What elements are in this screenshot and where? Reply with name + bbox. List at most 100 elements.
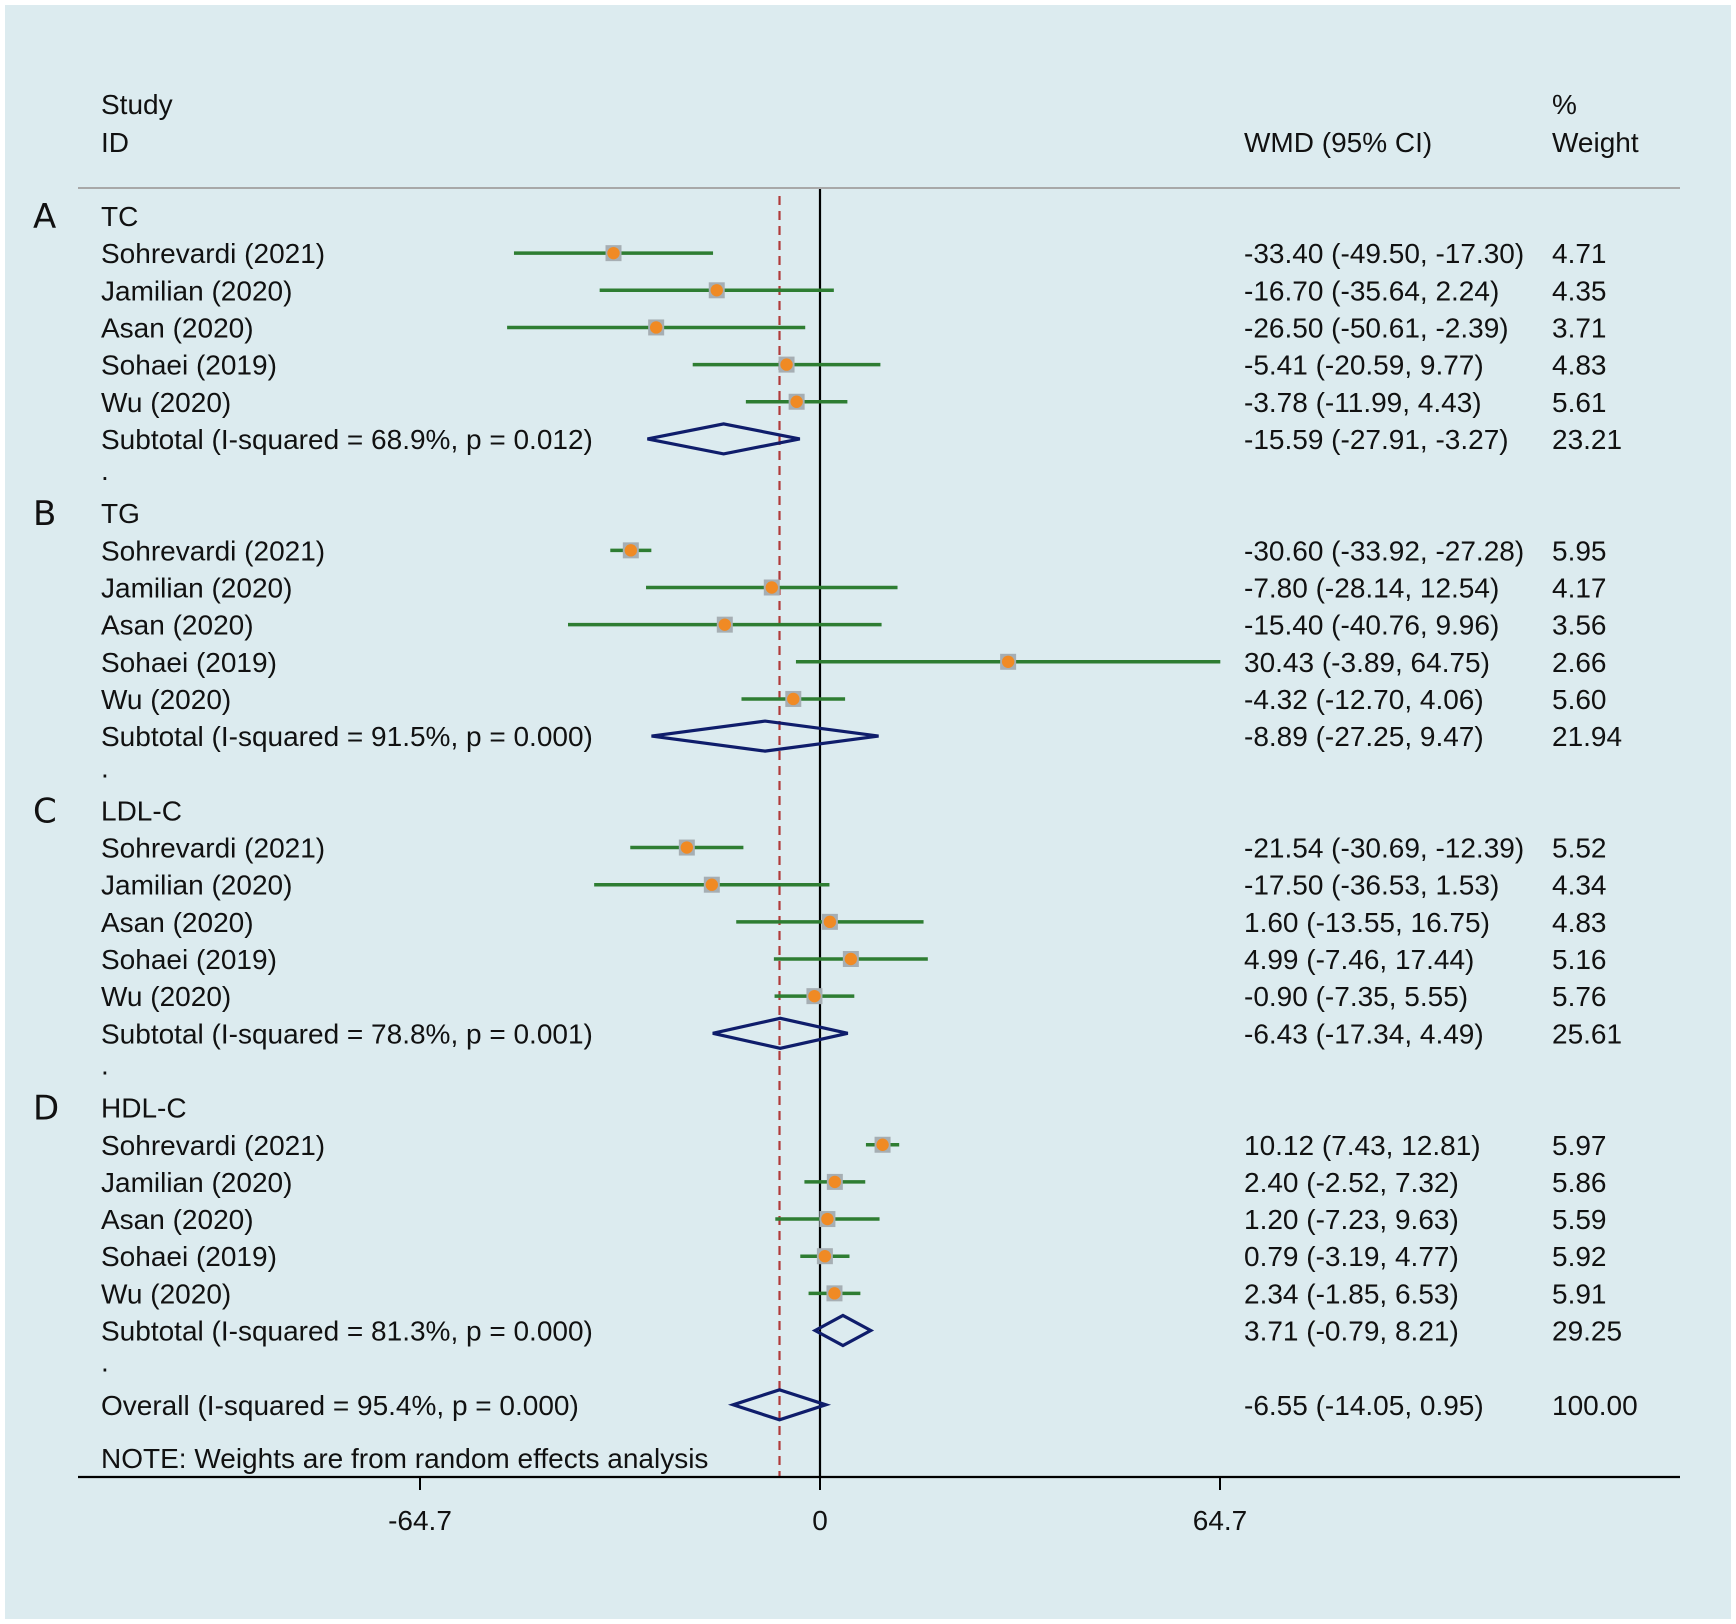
overall-row: Overall (I-squared = 95.4%, p = 0.000) -6… [101, 1388, 1638, 1422]
point-estimate [790, 395, 803, 408]
header-effect: WMD (95% CI) [1244, 127, 1432, 158]
point-estimate [624, 544, 638, 557]
study-row: Sohaei (2019) 0.79 (-3.19, 4.77) 5.92 [101, 1241, 1607, 1272]
study-label: Jamilian (2020) [101, 870, 292, 901]
overall-label: Overall (I-squared = 95.4%, p = 0.000) [101, 1390, 579, 1421]
weight-value: 5.61 [1552, 387, 1607, 418]
weight-value: 5.52 [1552, 833, 1607, 864]
subtotal-diamond [647, 422, 801, 456]
point-estimate [828, 1287, 841, 1300]
group-title: LDL-C [101, 795, 182, 826]
ci-value: 4.99 (-7.46, 17.44) [1244, 944, 1474, 975]
point-estimate [844, 952, 858, 966]
weight-value: 5.16 [1552, 944, 1607, 975]
header-weight: Weight [1552, 127, 1639, 158]
ci-value: -33.40 (-49.50, -17.30) [1244, 238, 1524, 269]
weight-value: 5.92 [1552, 1241, 1607, 1272]
study-label: Sohaei (2019) [101, 647, 277, 678]
ci-value: 0.79 (-3.19, 4.77) [1244, 1241, 1459, 1272]
group-tg: B TG Sohrevardi (2021) -30.60 (-33.92, -27.… [33, 494, 1622, 783]
point-estimate [710, 284, 723, 297]
study-row: Sohrevardi (2021) 10.12 (7.43, 12.81) 5.97 [101, 1130, 1607, 1161]
subtotal-label: Subtotal (I-squared = 81.3%, p = 0.000) [101, 1316, 593, 1347]
study-label: Sohrevardi (2021) [101, 238, 325, 269]
ci-value: -26.50 (-50.61, -2.39) [1244, 312, 1509, 343]
point-estimate [649, 321, 663, 334]
study-row: Jamilian (2020) -16.70 (-35.64, 2.24) 4.35 [101, 275, 1607, 306]
study-row: Sohaei (2019) -5.41 (-20.59, 9.77) 4.83 [101, 350, 1607, 381]
study-row: Wu (2020) -4.32 (-12.70, 4.06) 5.60 [101, 684, 1607, 715]
weight-value: 5.59 [1552, 1204, 1607, 1235]
point-estimate [876, 1138, 889, 1151]
subtotal-row: Subtotal (I-squared = 81.3%, p = 0.000) 3… [101, 1313, 1622, 1348]
study-label: Sohrevardi (2021) [101, 1130, 325, 1161]
ci-value: -4.32 (-12.70, 4.06) [1244, 684, 1484, 715]
study-row: Wu (2020) 2.34 (-1.85, 6.53) 5.91 [101, 1278, 1607, 1309]
group-title: TC [101, 201, 138, 232]
header-percent: % [1552, 89, 1577, 120]
point-estimate [705, 878, 719, 891]
subtotal-ci-value: -15.59 (-27.91, -3.27) [1244, 424, 1509, 455]
weight-value: 5.91 [1552, 1278, 1607, 1309]
study-row: Asan (2020) 1.20 (-7.23, 9.63) 5.59 [101, 1204, 1607, 1235]
ci-value: 30.43 (-3.89, 64.75) [1244, 647, 1490, 678]
weight-value: 5.60 [1552, 684, 1607, 715]
panel-letter: A [33, 197, 56, 237]
spacer-dot: . [101, 1049, 109, 1080]
study-label: Asan (2020) [101, 610, 254, 641]
subtotal-weight-value: 21.94 [1552, 721, 1622, 752]
subtotal-ci-value: -6.43 (-17.34, 4.49) [1244, 1018, 1484, 1049]
study-label: Wu (2020) [101, 387, 231, 418]
study-row: Sohaei (2019) 4.99 (-7.46, 17.44) 5.16 [101, 944, 1607, 975]
subtotal-diamond [811, 1313, 875, 1348]
study-label: Sohrevardi (2021) [101, 535, 325, 566]
study-label: Sohaei (2019) [101, 350, 277, 381]
point-estimate [787, 692, 800, 706]
study-label: Sohrevardi (2021) [101, 833, 325, 864]
point-estimate [680, 841, 694, 854]
subtotal-diamond [651, 719, 879, 753]
overall-ci-value: -6.55 (-14.05, 0.95) [1244, 1390, 1484, 1421]
study-label: Jamilian (2020) [101, 275, 292, 306]
x-tick-label: 0 [812, 1505, 828, 1536]
study-row: Asan (2020) 1.60 (-13.55, 16.75) 4.83 [101, 907, 1607, 938]
subtotal-label: Subtotal (I-squared = 78.8%, p = 0.001) [101, 1018, 593, 1049]
ci-value: -0.90 (-7.35, 5.55) [1244, 981, 1468, 1012]
study-row: Wu (2020) -0.90 (-7.35, 5.55) 5.76 [101, 981, 1607, 1012]
study-label: Wu (2020) [101, 684, 231, 715]
spacer-dot: . [101, 1347, 109, 1378]
study-label: Sohaei (2019) [101, 944, 277, 975]
weight-value: 2.66 [1552, 647, 1607, 678]
weight-value: 5.97 [1552, 1130, 1607, 1161]
group-title: HDL-C [101, 1093, 187, 1124]
ci-value: -17.50 (-36.53, 1.53) [1244, 870, 1499, 901]
subtotal-label: Subtotal (I-squared = 91.5%, p = 0.000) [101, 721, 593, 752]
subtotal-weight-value: 23.21 [1552, 424, 1622, 455]
weight-value: 4.71 [1552, 238, 1607, 269]
ci-value: 1.20 (-7.23, 9.63) [1244, 1204, 1459, 1235]
x-axis-ticks: -64.7 0 64.7 [388, 1477, 1247, 1536]
ci-value: -15.40 (-40.76, 9.96) [1244, 610, 1499, 641]
point-estimate [823, 915, 837, 929]
study-row: Sohaei (2019) 30.43 (-3.89, 64.75) 2.66 [101, 647, 1607, 678]
study-row: Asan (2020) -26.50 (-50.61, -2.39) 3.71 [101, 312, 1607, 343]
study-row: Sohrevardi (2021) -30.60 (-33.92, -27.28)… [101, 535, 1607, 566]
study-label: Asan (2020) [101, 907, 254, 938]
ci-value: 2.40 (-2.52, 7.32) [1244, 1167, 1459, 1198]
overall-weight-value: 100.00 [1552, 1390, 1638, 1421]
weight-value: 4.83 [1552, 350, 1607, 381]
ci-value: -21.54 (-30.69, -12.39) [1244, 833, 1524, 864]
weight-value: 5.76 [1552, 981, 1607, 1012]
study-label: Wu (2020) [101, 1278, 231, 1309]
group-hdl-c: D HDL-C Sohrevardi (2021) 10.12 (7.43, 12.8… [33, 1089, 1622, 1378]
study-label: Jamilian (2020) [101, 573, 292, 604]
point-estimate [828, 1175, 842, 1189]
header-study: Study [101, 89, 173, 120]
point-estimate [718, 618, 731, 631]
ci-value: -5.41 (-20.59, 9.77) [1244, 350, 1484, 381]
study-row: Sohrevardi (2021) -21.54 (-30.69, -12.39)… [101, 833, 1607, 864]
point-estimate [1001, 655, 1015, 668]
group-ldl-c: C LDL-C Sohrevardi (2021) -21.54 (-30.69, -… [33, 791, 1622, 1080]
subtotal-ci-value: 3.71 (-0.79, 8.21) [1244, 1316, 1459, 1347]
